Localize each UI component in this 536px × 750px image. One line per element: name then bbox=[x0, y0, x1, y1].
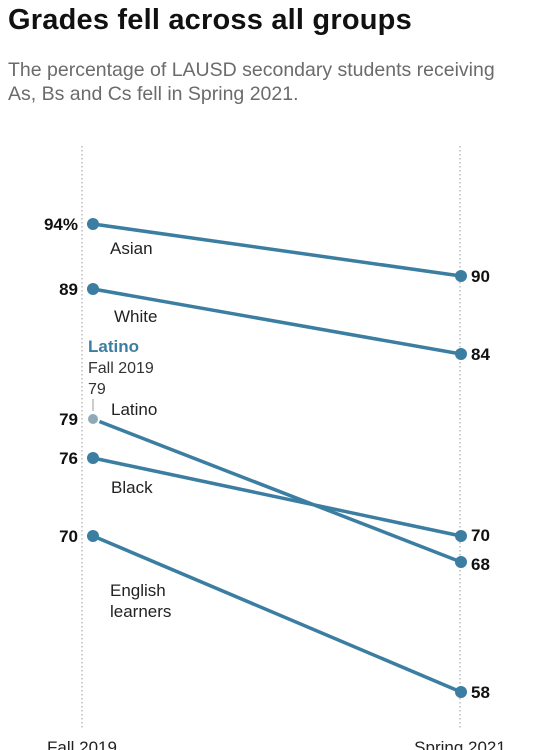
start-value-label-english-learners: 70 bbox=[59, 527, 78, 546]
point-black-spring-2021 bbox=[455, 530, 467, 542]
start-value-label-black: 76 bbox=[59, 449, 78, 468]
series-line-latino bbox=[91, 417, 463, 564]
end-value-label-asian: 90 bbox=[471, 267, 490, 286]
series-layer: 94% 90 Asian 89 84 White 79 68 Latino 76 70 Black 70… bbox=[44, 215, 490, 702]
point-latino-fall-2019 bbox=[86, 412, 100, 426]
x-tick-label-fall-2019: Fall 2019 bbox=[47, 738, 117, 750]
start-value-label-latino: 79 bbox=[59, 410, 78, 429]
series-line-english-learners bbox=[91, 534, 463, 694]
end-value-label-white: 84 bbox=[471, 345, 490, 364]
point-asian-spring-2021 bbox=[455, 270, 467, 282]
series-line-black bbox=[91, 456, 463, 538]
end-value-label-english-learners: 58 bbox=[471, 683, 490, 702]
point-black-fall-2019 bbox=[87, 452, 99, 464]
series-name-label-latino: Latino bbox=[111, 400, 157, 419]
chart-title: Grades fell across all groups bbox=[8, 4, 412, 36]
annotation-period: Fall 2019 bbox=[88, 360, 154, 377]
series-line-asian bbox=[91, 222, 463, 278]
series-name-label-asian: Asian bbox=[110, 239, 153, 258]
annotation-title: Latino bbox=[88, 337, 139, 356]
chart-subtitle: The percentage of LAUSD secondary studen… bbox=[8, 59, 495, 105]
start-value-label-asian: 94% bbox=[44, 215, 78, 234]
point-asian-fall-2019 bbox=[87, 218, 99, 230]
annotation-value: 79 bbox=[88, 381, 106, 398]
end-value-label-black: 70 bbox=[471, 526, 490, 545]
point-white-spring-2021 bbox=[455, 348, 467, 360]
series-name-label-white: White bbox=[114, 307, 157, 326]
series-name-label-black: Black bbox=[111, 478, 153, 497]
series-name-label-english-learners: English learners bbox=[110, 581, 171, 621]
point-latino-spring-2021 bbox=[455, 556, 467, 568]
annotation-layer: Latino Fall 2019 79 bbox=[88, 337, 154, 411]
end-value-label-latino: 68 bbox=[471, 555, 490, 574]
x-tick-label-spring-2021: Spring 2021 bbox=[414, 738, 506, 750]
start-value-label-white: 89 bbox=[59, 280, 78, 299]
series-line-white bbox=[91, 287, 463, 356]
point-english-learners-fall-2019 bbox=[87, 530, 99, 542]
point-english-learners-spring-2021 bbox=[455, 686, 467, 698]
point-white-fall-2019 bbox=[87, 283, 99, 295]
